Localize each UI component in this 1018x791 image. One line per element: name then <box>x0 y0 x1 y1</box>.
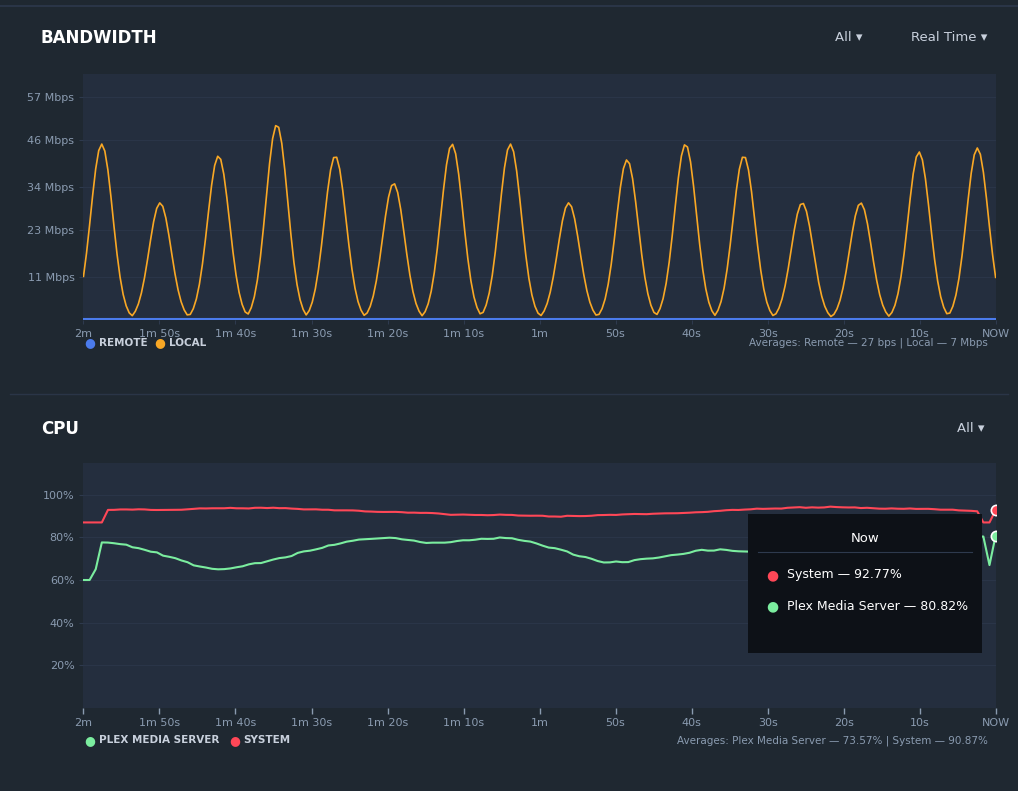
Text: BANDWIDTH: BANDWIDTH <box>41 29 158 47</box>
Text: ●: ● <box>84 336 96 349</box>
Text: PLEX MEDIA SERVER: PLEX MEDIA SERVER <box>99 736 219 745</box>
Text: Averages: Remote — 27 bps | Local — 7 Mbps: Averages: Remote — 27 bps | Local — 7 Mb… <box>748 337 987 348</box>
Text: CPU: CPU <box>41 420 78 437</box>
Text: ●: ● <box>155 336 166 349</box>
Text: LOCAL: LOCAL <box>169 338 207 347</box>
Point <box>987 504 1004 517</box>
Text: Plex Media Server — 80.82%: Plex Media Server — 80.82% <box>787 600 968 612</box>
Text: System — 92.77%: System — 92.77% <box>787 568 902 581</box>
Text: Now: Now <box>851 532 880 544</box>
Text: REMOTE: REMOTE <box>99 338 148 347</box>
Text: ●: ● <box>84 734 96 747</box>
Text: All ▾: All ▾ <box>835 32 862 44</box>
Text: Real Time ▾: Real Time ▾ <box>911 32 987 44</box>
Text: ●: ● <box>767 568 779 582</box>
Text: Averages: Plex Media Server — 73.57% | System — 90.87%: Averages: Plex Media Server — 73.57% | S… <box>677 735 987 746</box>
Text: ●: ● <box>229 734 240 747</box>
Point <box>987 529 1004 542</box>
Text: ●: ● <box>767 600 779 614</box>
Text: SYSTEM: SYSTEM <box>243 736 290 745</box>
Text: All ▾: All ▾ <box>957 422 984 435</box>
